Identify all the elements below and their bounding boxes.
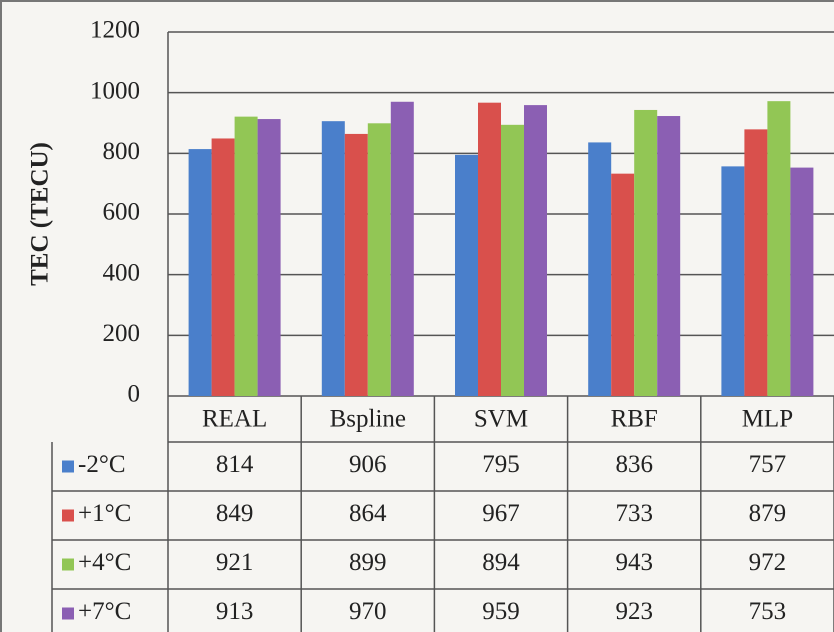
- table-value: 757: [749, 451, 787, 478]
- bar: [478, 102, 501, 396]
- legend-label: -2°C: [78, 451, 126, 478]
- bar: [767, 101, 791, 396]
- y-tick-label: 400: [103, 259, 141, 286]
- table-value: 967: [482, 500, 520, 527]
- bar: [188, 149, 212, 396]
- table-value: 972: [749, 549, 787, 576]
- bar: [588, 142, 612, 396]
- table-value: 923: [615, 598, 653, 625]
- table-value: 849: [216, 500, 254, 527]
- legend-label: +4°C: [78, 549, 131, 576]
- y-tick-label: 1000: [90, 77, 140, 104]
- x-tick-label: REAL: [202, 406, 267, 433]
- table-value: 921: [216, 549, 254, 576]
- bar: [721, 166, 745, 396]
- table-value: 906: [349, 451, 387, 478]
- table-value: 913: [216, 598, 254, 625]
- table-value: 814: [216, 451, 254, 478]
- y-tick-label: 200: [103, 320, 141, 347]
- table-value: 795: [482, 451, 520, 478]
- table-value: 733: [615, 500, 653, 527]
- legend-label: +1°C: [78, 500, 131, 527]
- table-value: 753: [749, 598, 787, 625]
- y-tick-label: 0: [128, 381, 141, 408]
- bar: [211, 138, 235, 396]
- table-value: 959: [482, 598, 520, 625]
- bar: [321, 121, 345, 397]
- bar: [634, 109, 658, 396]
- table-value: 864: [349, 500, 387, 527]
- table-value: 879: [749, 500, 787, 527]
- bar: [455, 154, 478, 396]
- legend-swatch: [62, 460, 74, 473]
- bar: [234, 116, 258, 396]
- bar: [611, 173, 635, 396]
- table-value: 970: [349, 598, 387, 625]
- table-value: 836: [615, 451, 653, 478]
- bar: [257, 119, 281, 396]
- bar: [501, 124, 524, 396]
- x-tick-label: RBF: [611, 406, 658, 433]
- y-tick-label: 1200: [90, 17, 140, 44]
- bar: [744, 129, 768, 396]
- legend-swatch: [62, 509, 74, 522]
- bar: [657, 116, 681, 397]
- x-tick-label: SVM: [474, 406, 528, 433]
- x-tick-label: MLP: [742, 406, 793, 433]
- bar: [390, 101, 414, 397]
- bar: [790, 167, 814, 396]
- bar: [524, 105, 547, 396]
- legend-swatch: [62, 558, 74, 571]
- x-tick-label: Bspline: [330, 406, 406, 433]
- table-value: 894: [482, 549, 520, 576]
- y-tick-label: 800: [103, 138, 141, 165]
- bar: [367, 123, 391, 396]
- legend-label: +7°C: [78, 598, 131, 625]
- table-value: 899: [349, 549, 387, 576]
- legend-swatch: [62, 607, 74, 620]
- table-value: 943: [615, 549, 653, 576]
- y-tick-label: 600: [103, 199, 141, 226]
- bar: [344, 133, 368, 397]
- y-axis-label: TEC (TECU): [27, 142, 54, 286]
